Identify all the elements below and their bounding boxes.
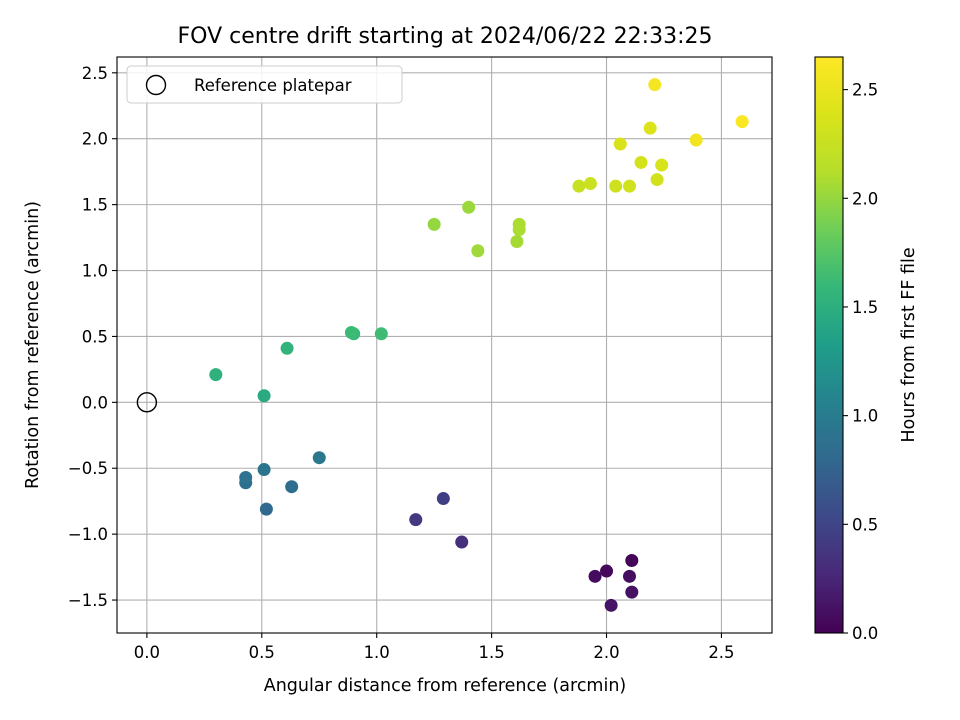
plot-frame xyxy=(116,56,773,634)
data-point xyxy=(600,564,614,578)
data-point xyxy=(588,569,602,583)
y-tick-label: 1.0 xyxy=(82,262,108,281)
x-axis: 0.0 0.5 1.0 1.5 2.0 2.5 xyxy=(134,633,735,662)
data-point xyxy=(409,513,423,527)
y-tick-label: 0.5 xyxy=(82,327,108,346)
data-point xyxy=(625,585,639,599)
colorbar-gradient xyxy=(814,56,844,634)
colorbar-ticks: 0.0 0.5 1.0 1.5 2.0 2.5 xyxy=(843,81,878,643)
y-tick-label: 2.0 xyxy=(82,130,108,149)
x-tick-label: 0.5 xyxy=(249,643,275,662)
y-tick-label: −1.0 xyxy=(68,525,108,544)
x-tick-label: 0.0 xyxy=(134,643,160,662)
data-point xyxy=(462,200,476,214)
colorbar-tick-label: 0.5 xyxy=(852,515,878,534)
legend-reference-marker xyxy=(145,74,167,96)
legend: Reference platepar xyxy=(126,65,403,104)
data-point xyxy=(583,177,597,191)
data-point xyxy=(634,155,648,169)
y-tick-label: −1.5 xyxy=(68,591,108,610)
data-point xyxy=(512,217,526,231)
data-points xyxy=(209,78,749,612)
y-axis-label: Rotation from reference (arcmin) xyxy=(23,201,43,489)
x-tick-label: 1.0 xyxy=(364,643,390,662)
y-tick-label: −0.5 xyxy=(68,459,108,478)
data-point xyxy=(209,368,223,382)
data-point xyxy=(735,115,749,129)
reference-platepar-marker xyxy=(136,392,158,413)
data-point xyxy=(312,451,326,465)
data-point xyxy=(613,137,627,151)
y-tick-label: 1.5 xyxy=(82,196,108,215)
data-point xyxy=(280,341,294,355)
data-point xyxy=(572,179,586,193)
data-point xyxy=(604,598,618,612)
data-point xyxy=(455,535,469,549)
reference-marker-group xyxy=(136,392,158,413)
legend-entry-label: Reference platepar xyxy=(194,76,352,95)
colorbar-tick-label: 1.0 xyxy=(852,407,878,426)
colorbar-tick-label: 1.5 xyxy=(852,298,878,317)
data-point xyxy=(609,179,623,193)
data-point xyxy=(650,173,664,187)
data-point xyxy=(648,78,662,92)
colorbar-label: Hours from first FF file xyxy=(899,247,919,442)
grid xyxy=(117,57,772,633)
data-point xyxy=(285,480,299,494)
data-point xyxy=(689,133,703,147)
x-tick-label: 1.5 xyxy=(478,643,504,662)
y-tick-label: 0.0 xyxy=(82,393,108,412)
data-point xyxy=(257,389,271,403)
data-point xyxy=(471,244,485,258)
colorbar-tick-label: 2.0 xyxy=(852,189,878,208)
data-point xyxy=(655,158,669,172)
colorbar-tick-label: 2.5 xyxy=(852,81,878,100)
data-point xyxy=(643,121,657,135)
legend-box xyxy=(126,65,403,104)
data-point xyxy=(625,554,639,568)
colorbar-tick-label: 0.0 xyxy=(852,624,878,643)
x-tick-label: 2.5 xyxy=(708,643,734,662)
data-point xyxy=(510,235,524,249)
data-point xyxy=(374,327,388,341)
data-point xyxy=(259,502,273,516)
data-point xyxy=(427,217,441,231)
x-tick-label: 2.0 xyxy=(593,643,619,662)
data-point xyxy=(623,179,637,193)
colorbar: 0.0 0.5 1.0 1.5 2.0 2.5 Hours from first FF f… xyxy=(814,56,919,643)
data-point xyxy=(257,463,271,477)
data-point xyxy=(623,569,637,583)
y-axis: −1.5 −1.0 −0.5 0.0 0.5 1.0 1.5 2.0 2.5 xyxy=(68,64,117,610)
data-point xyxy=(239,470,253,484)
data-point xyxy=(344,325,358,339)
y-tick-label: 2.5 xyxy=(82,64,108,83)
chart-title: FOV centre drift starting at 2024/06/22 … xyxy=(178,24,713,49)
data-point xyxy=(436,492,450,506)
x-axis-label: Angular distance from reference (arcmin) xyxy=(264,676,627,696)
